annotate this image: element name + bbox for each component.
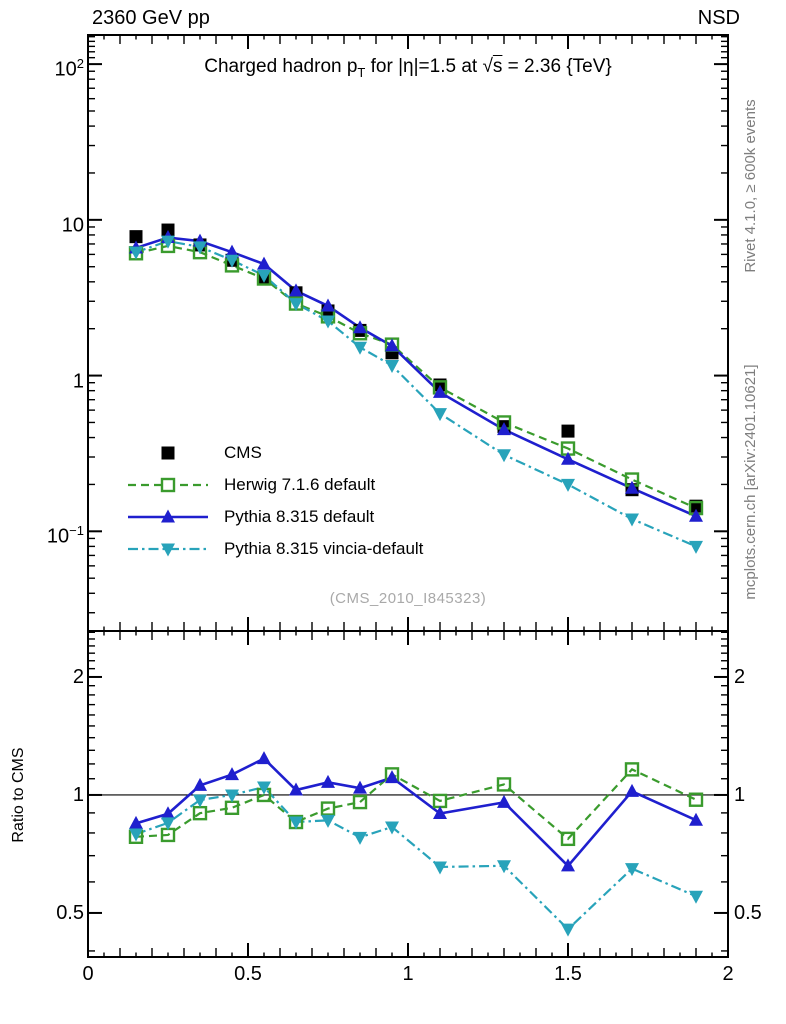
plot-title: Charged hadron pT for |η|=1.5 at √s = 2.… [88,56,728,80]
title-text: = 2.36 {TeV} [502,56,612,77]
legend-item: Pythia 8.315 default [126,501,423,533]
x-axis-tick-label: 1 [402,963,414,985]
legend-item: CMS [126,437,423,469]
legend-label: Pythia 8.315 vincia-default [224,539,424,558]
herwig-marker-icon [128,477,208,493]
ratio-tick-label-right: 1 [734,783,746,806]
y-axis-tick-label: 102 [54,56,84,81]
event-class-label: NSD [697,7,740,29]
ratio-tick-label-left: 2 [72,665,84,688]
x-axis-tick-label: 2 [722,963,734,985]
mcplots-reference-note: mcplots.cern.ch [arXiv:2401.10621] [742,364,759,600]
y-axis-tick-label: 1 [72,370,84,393]
legend: CMS Herwig 7.1.6 default Pythia 8.315 de… [126,437,423,565]
ratio-tick-label-left: 0.5 [56,901,84,924]
legend-label: CMS [224,443,262,462]
sqrt-radicand: s [492,56,503,77]
vincia-marker-icon [128,543,208,557]
analysis-id-watermark: (CMS_2010_I845323) [329,590,487,607]
ratio-tick-label-right: 2 [734,665,746,688]
legend-label: Herwig 7.1.6 default [224,475,376,494]
title-text: for |η|=1.5 at [365,56,483,77]
y-axis-tick-label: 10−1 [46,523,84,548]
beam-energy-label: 2360 GeV pp [92,7,210,29]
y-axis-tick-label: 10 [61,214,84,237]
title-text: Charged hadron p [204,56,358,77]
x-axis-tick-label: 0 [82,963,94,985]
sqrt-radical: √ [482,56,493,77]
legend-item: Herwig 7.1.6 default [126,469,423,501]
cms-marker-icon [161,446,175,460]
title-subscript: T [357,64,366,80]
x-axis-tick-label: 0.5 [234,963,262,985]
pythia-marker-icon [128,509,208,523]
x-axis-tick-label: 1.5 [554,963,582,985]
ratio-tick-label-left: 1 [72,783,84,806]
legend-label: Pythia 8.315 default [224,507,375,526]
legend-item: Pythia 8.315 vincia-default [126,533,423,565]
ratio-tick-label-right: 0.5 [734,901,762,924]
rivet-version-note: Rivet 4.1.0, ≥ 600k events [742,99,759,273]
